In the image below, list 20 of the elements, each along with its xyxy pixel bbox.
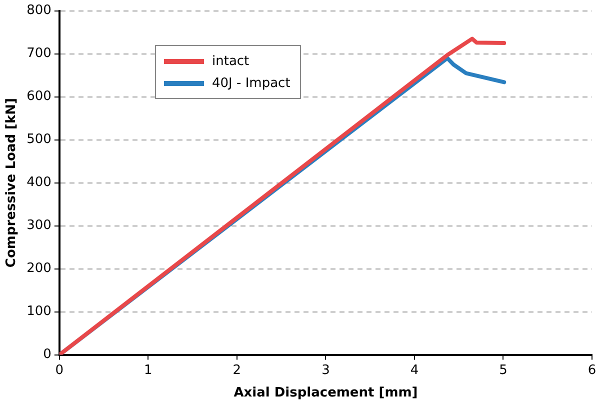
y-tick-label: 300 — [26, 218, 52, 234]
y-tick-label: 400 — [26, 175, 52, 190]
legend-label: intact — [212, 54, 250, 68]
y-tick-label: 200 — [26, 261, 52, 276]
y-tick-label: 500 — [26, 132, 52, 148]
x-tick-label: 6 — [588, 362, 596, 378]
y-tick-label: 800 — [26, 3, 52, 18]
x-tick-label: 5 — [499, 362, 508, 378]
y-axis-title: Compressive Load [kN] — [4, 98, 20, 268]
x-tick-label: 0 — [55, 362, 64, 378]
y-tick-label: 600 — [26, 89, 52, 104]
y-tick-label: 100 — [26, 304, 52, 320]
x-tick-label: 2 — [232, 362, 242, 378]
y-tick-label: 0 — [43, 347, 52, 362]
x-axis-title: Axial Displacement [mm] — [234, 386, 418, 401]
x-tick-label: 1 — [144, 362, 152, 378]
x-tick-label: 4 — [410, 362, 419, 378]
x-tick-label: 3 — [322, 362, 330, 378]
legend-label: 40J - Impact — [212, 76, 290, 90]
y-tick-label: 700 — [26, 46, 52, 62]
